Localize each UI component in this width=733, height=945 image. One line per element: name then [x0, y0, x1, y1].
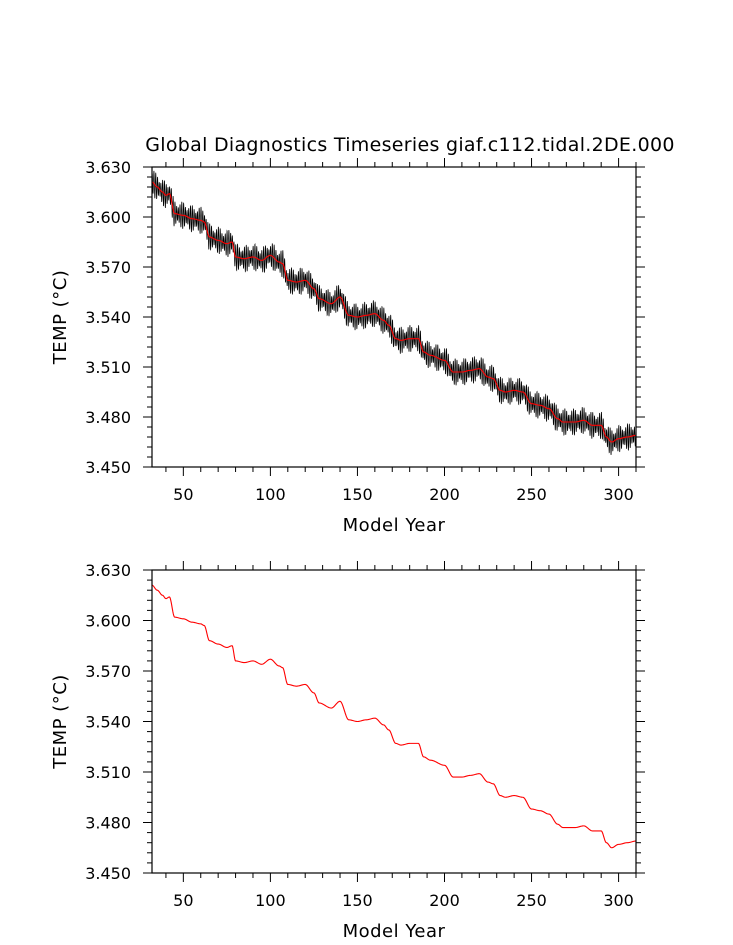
y-tick-label: 3.450: [85, 458, 131, 477]
monthly-temp-line: [151, 170, 637, 455]
top-x-axis-label: Model Year: [343, 515, 446, 536]
bottom-plot-frame: [151, 569, 637, 874]
y-tick-label: 3.600: [85, 208, 131, 227]
x-tick-label: 100: [255, 485, 286, 504]
y-tick-label: 3.570: [85, 662, 131, 681]
y-tick-label: 3.600: [85, 612, 131, 631]
y-tick-label: 3.480: [85, 814, 131, 833]
x-tick-label: 300: [603, 485, 634, 504]
y-tick-label: 3.630: [85, 158, 131, 177]
y-tick-label: 3.570: [85, 258, 131, 277]
y-tick-label: 3.510: [85, 763, 131, 782]
x-tick-label: 100: [255, 891, 286, 910]
bottom-panel: 50 100 150 200 250 300 3.450 3.480 3.510 3.540 3.5…: [50, 561, 645, 942]
y-tick-label: 3.540: [85, 308, 131, 327]
x-tick-label: 150: [342, 485, 373, 504]
top-panel-series: [151, 170, 637, 455]
annual-mean-temp-line: [151, 181, 637, 443]
top-plot-frame: [151, 166, 637, 468]
y-tick-label: 3.540: [85, 713, 131, 732]
bottom-x-axis-label: Model Year: [343, 921, 446, 942]
y-tick-label: 3.450: [85, 864, 131, 883]
bottom-y-axis-label: TEMP (°C): [50, 674, 71, 770]
x-tick-label: 50: [173, 485, 193, 504]
x-tick-label: 200: [429, 891, 460, 910]
annual-mean-temp-line: [151, 584, 637, 849]
chart-title: Global Diagnostics Timeseries giaf.c112.…: [145, 134, 675, 156]
top-y-axis-label: TEMP (°C): [50, 270, 71, 366]
y-tick-label: 3.480: [85, 408, 131, 427]
y-tick-label: 3.630: [85, 561, 131, 580]
top-panel-ticks: 50 100 150 200 250 300 3.450 3.480 3.510 3.540 3.5…: [85, 158, 645, 504]
x-tick-label: 150: [342, 891, 373, 910]
x-tick-label: 300: [603, 891, 634, 910]
bottom-panel-ticks: 50 100 150 200 250 300 3.450 3.480 3.510 3.540 3.5…: [85, 561, 645, 910]
x-tick-label: 200: [429, 485, 460, 504]
bottom-panel-series: [151, 584, 637, 849]
x-tick-label: 50: [173, 891, 193, 910]
top-panel: 50 100 150 200 250 300 3.450 3.480 3.510 3.540 3.5…: [50, 158, 645, 536]
y-tick-label: 3.510: [85, 358, 131, 377]
x-tick-label: 250: [516, 891, 547, 910]
x-tick-label: 250: [516, 485, 547, 504]
